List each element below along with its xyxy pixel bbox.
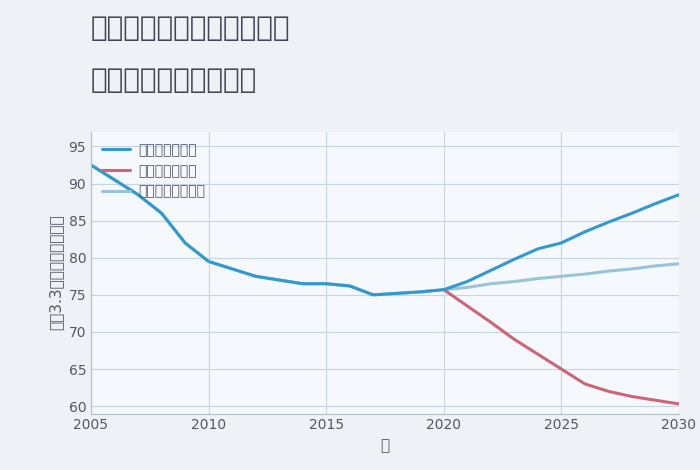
ノーマルシナリオ (440, 287, 448, 292)
バッドシナリオ (604, 389, 612, 394)
バッドシナリオ (486, 320, 495, 325)
グッドシナリオ (134, 192, 142, 197)
ノーマルシナリオ (322, 281, 330, 287)
グッドシナリオ (228, 266, 237, 272)
ノーマルシナリオ (204, 258, 213, 264)
ノーマルシナリオ (228, 266, 237, 272)
Text: 奈良県奈良市北之庄西町の: 奈良県奈良市北之庄西町の (91, 14, 290, 42)
ノーマルシナリオ (533, 276, 542, 282)
ノーマルシナリオ (275, 277, 284, 283)
ノーマルシナリオ (346, 283, 354, 289)
グッドシナリオ (440, 287, 448, 292)
ノーマルシナリオ (581, 271, 589, 277)
グッドシナリオ (158, 211, 166, 216)
グッドシナリオ (486, 267, 495, 273)
グッドシナリオ (275, 277, 284, 283)
バッドシナリオ (628, 394, 636, 399)
バッドシナリオ (675, 401, 683, 407)
バッドシナリオ (651, 398, 659, 403)
ノーマルシナリオ (251, 274, 260, 279)
ノーマルシナリオ (158, 211, 166, 216)
グッドシナリオ (604, 219, 612, 225)
バッドシナリオ (533, 352, 542, 357)
Text: 中古戸建ての価格推移: 中古戸建ての価格推移 (91, 66, 258, 94)
ノーマルシナリオ (298, 281, 307, 287)
バッドシナリオ (557, 366, 566, 372)
ノーマルシナリオ (510, 279, 519, 284)
グッドシナリオ (204, 258, 213, 264)
Line: ノーマルシナリオ: ノーマルシナリオ (91, 165, 679, 295)
ノーマルシナリオ (557, 274, 566, 279)
グッドシナリオ (393, 290, 401, 296)
グッドシナリオ (581, 229, 589, 235)
バッドシナリオ (510, 337, 519, 342)
Line: バッドシナリオ: バッドシナリオ (444, 290, 679, 404)
グッドシナリオ (298, 281, 307, 287)
グッドシナリオ (628, 211, 636, 216)
グッドシナリオ (557, 240, 566, 246)
ノーマルシナリオ (369, 292, 377, 298)
グッドシナリオ (510, 257, 519, 262)
グッドシナリオ (369, 292, 377, 298)
ノーマルシナリオ (628, 266, 636, 272)
グッドシナリオ (346, 283, 354, 289)
Y-axis label: 坪（3.3㎡）単価（万円）: 坪（3.3㎡）単価（万円） (48, 215, 63, 330)
ノーマルシナリオ (181, 240, 189, 246)
ノーマルシナリオ (134, 192, 142, 197)
グッドシナリオ (533, 246, 542, 251)
グッドシナリオ (416, 289, 424, 295)
ノーマルシナリオ (111, 177, 119, 183)
バッドシナリオ (440, 287, 448, 292)
X-axis label: 年: 年 (380, 438, 390, 453)
グッドシナリオ (87, 162, 95, 168)
ノーマルシナリオ (87, 162, 95, 168)
グッドシナリオ (651, 201, 659, 206)
ノーマルシナリオ (604, 268, 612, 274)
Legend: グッドシナリオ, バッドシナリオ, ノーマルシナリオ: グッドシナリオ, バッドシナリオ, ノーマルシナリオ (97, 137, 211, 204)
グッドシナリオ (463, 279, 472, 284)
グッドシナリオ (251, 274, 260, 279)
ノーマルシナリオ (393, 290, 401, 296)
グッドシナリオ (111, 177, 119, 183)
ノーマルシナリオ (416, 289, 424, 295)
バッドシナリオ (581, 381, 589, 387)
ノーマルシナリオ (675, 261, 683, 266)
ノーマルシナリオ (463, 285, 472, 290)
バッドシナリオ (463, 303, 472, 309)
グッドシナリオ (675, 192, 683, 197)
ノーマルシナリオ (651, 263, 659, 269)
ノーマルシナリオ (486, 281, 495, 287)
グッドシナリオ (181, 240, 189, 246)
グッドシナリオ (322, 281, 330, 287)
Line: グッドシナリオ: グッドシナリオ (91, 165, 679, 295)
